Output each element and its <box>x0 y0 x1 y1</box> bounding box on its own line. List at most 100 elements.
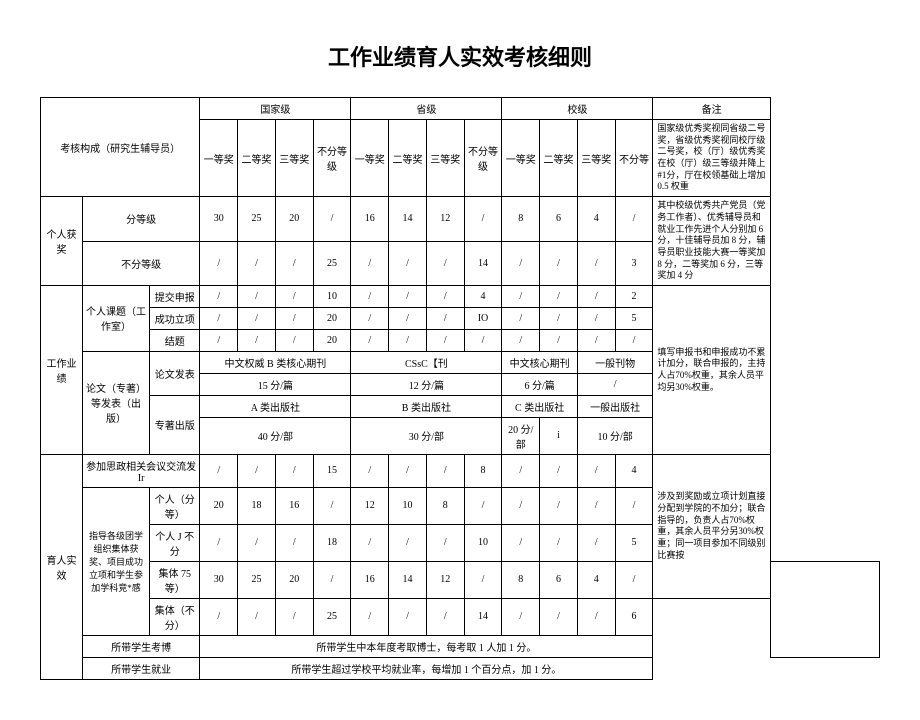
pp-close: 结题 <box>150 329 200 351</box>
cell: 14 <box>464 241 502 285</box>
cell: / <box>200 241 238 285</box>
cell: / <box>577 307 615 329</box>
work-remarks: 填写申报书和申报成功不累计加分，联合申报的，主持人占70%权重，其余人员平均另3… <box>653 285 770 454</box>
cell: 4 <box>577 197 615 241</box>
cell: / <box>200 524 238 561</box>
cell: / <box>351 454 389 487</box>
cell: / <box>275 285 313 307</box>
cell: / <box>577 524 615 561</box>
ins-l4: 集体（不分） <box>150 598 200 635</box>
cell: / <box>238 329 276 351</box>
paper-v1: 15 分/篇 <box>200 373 351 395</box>
h-n1: 一等奖 <box>200 120 238 197</box>
cell: / <box>389 329 427 351</box>
cell: / <box>502 524 540 561</box>
cell: / <box>200 285 238 307</box>
cell: / <box>313 487 351 524</box>
cell: / <box>502 241 540 285</box>
h-s1: 一等奖 <box>502 120 540 197</box>
kaobo-text: 所带学生中本年度考取博士，每考取 1 人加 1 分。 <box>200 635 653 657</box>
cell: 10 <box>389 487 427 524</box>
cell: / <box>351 285 389 307</box>
cell: / <box>351 241 389 285</box>
cell: 12 <box>426 197 464 241</box>
cell: / <box>615 561 653 598</box>
cell: / <box>275 524 313 561</box>
cell: / <box>577 454 615 487</box>
cell: / <box>351 307 389 329</box>
cell: / <box>577 329 615 351</box>
cell: / <box>577 487 615 524</box>
cell: 8 <box>502 561 540 598</box>
row-paper: 论文（专著）等发表（出版） <box>82 351 149 454</box>
cell: / <box>540 454 578 487</box>
cell: / <box>577 285 615 307</box>
cell: / <box>389 454 427 487</box>
educate-remarks: 涉及到奖励或立项计划直接分配到学院的不加分；联合指导的，负责人占70%权重，其余… <box>653 454 770 598</box>
cell: 6 <box>615 598 653 635</box>
cell: / <box>275 454 313 487</box>
cell: / <box>351 598 389 635</box>
cell: / <box>577 241 615 285</box>
ins-l2: 个人 J 不分 <box>150 524 200 561</box>
cell: / <box>200 307 238 329</box>
cell: / <box>426 329 464 351</box>
book-v3i: i <box>540 417 578 454</box>
cell: 20 <box>313 329 351 351</box>
row-personal-award: 个人获奖 <box>41 197 83 286</box>
h-n4: 不分等级 <box>313 120 351 197</box>
cell: 16 <box>275 487 313 524</box>
cell: 14 <box>389 561 427 598</box>
cell: / <box>238 524 276 561</box>
cell: / <box>389 285 427 307</box>
row-educate: 育人实效 <box>41 454 83 679</box>
cell: / <box>540 285 578 307</box>
cell: / <box>275 307 313 329</box>
paper-h4: 一般刊物 <box>577 351 653 373</box>
cell: / <box>426 454 464 487</box>
cell: / <box>540 598 578 635</box>
row-meeting: 参加思政相关会议交流发 Ir <box>82 454 199 487</box>
book-h2: B 类出版社 <box>351 395 502 417</box>
cell: IO <box>464 307 502 329</box>
cell: / <box>389 598 427 635</box>
cell: 18 <box>313 524 351 561</box>
cell: 8 <box>502 197 540 241</box>
h-p3: 三等奖 <box>426 120 464 197</box>
cell: / <box>502 487 540 524</box>
pp-submit: 提交申报 <box>150 285 200 307</box>
header-composition: 考核构成（研究生辅导员） <box>41 98 200 197</box>
cell: / <box>577 598 615 635</box>
paper-h1: 中文权威 B 类核心期刊 <box>200 351 351 373</box>
h-p4: 不分等级 <box>464 120 502 197</box>
cell: 10 <box>464 524 502 561</box>
header-remarks: 备注 <box>653 98 770 120</box>
cell: / <box>540 487 578 524</box>
cell: 20 <box>200 487 238 524</box>
book-v3: 20 分/部 <box>502 417 540 454</box>
pa-ungraded-label: 不分等级 <box>82 241 199 285</box>
cell: / <box>200 454 238 487</box>
cell: 30 <box>200 197 238 241</box>
cell: 4 <box>615 454 653 487</box>
educate-remarks-empty <box>770 561 879 657</box>
h-s4: 不分等 <box>615 120 653 197</box>
cell: 30 <box>200 561 238 598</box>
cell: / <box>426 307 464 329</box>
cell: 6 <box>540 197 578 241</box>
cell: / <box>238 598 276 635</box>
cell: / <box>540 524 578 561</box>
cell: 20 <box>275 561 313 598</box>
h-s3: 三等奖 <box>577 120 615 197</box>
cell: / <box>464 561 502 598</box>
cell: / <box>426 598 464 635</box>
h-p1: 一等奖 <box>351 120 389 197</box>
cell: / <box>540 329 578 351</box>
cell: / <box>502 454 540 487</box>
cell: 25 <box>313 598 351 635</box>
page-title: 工作业绩育人实效考核细则 <box>40 40 880 72</box>
book-pub: 专著出版 <box>150 395 200 454</box>
cell: / <box>502 598 540 635</box>
cell: / <box>502 329 540 351</box>
cell: / <box>351 329 389 351</box>
